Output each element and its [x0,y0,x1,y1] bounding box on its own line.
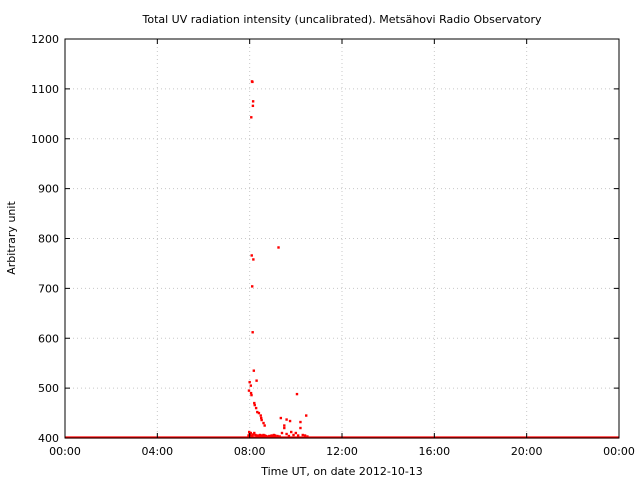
y-axis-ticks: 400 500 600 700 800 900 1000 1100 1200 [31,33,619,445]
data-point [250,116,253,119]
data-point [305,414,308,417]
data-point [251,331,254,334]
data-point [251,100,255,103]
data-point [276,434,279,438]
x-tick-label: 20:00 [511,445,543,458]
data-point [299,420,302,424]
data-point [247,434,250,437]
data-point [294,431,298,435]
data-point [247,389,251,392]
data-point [287,434,291,438]
data-point [292,433,295,437]
data-point [259,414,262,417]
data-point [285,418,288,421]
data-point [279,416,283,420]
x-tick-label: 04:00 [141,445,173,458]
x-axis-label: Time UT, on date 2012-10-13 [260,465,423,478]
data-point [249,431,253,435]
data-point [248,430,251,434]
data-point [299,426,302,430]
y-tick-label: 800 [38,233,59,246]
data-point [278,435,281,438]
data-point [251,104,255,108]
data-point [260,418,263,422]
x-axis-ticks: 00:00 04:00 08:00 12:00 16:00 20:00 00:00 [49,39,635,458]
x-tick-label: 08:00 [234,445,266,458]
y-tick-label: 1000 [31,133,59,146]
data-point [249,384,253,387]
data-point [250,254,253,257]
data-point [283,424,286,427]
grid-layer [65,39,619,438]
data-point [263,424,266,427]
data-point [301,433,304,437]
data-point [262,421,265,425]
data-point [253,401,256,405]
data-point [257,435,261,438]
x-tick-label: 12:00 [326,445,358,458]
data-point [256,410,259,414]
y-tick-label: 1200 [31,33,59,46]
y-tick-label: 900 [38,183,59,196]
data-point [252,258,255,261]
data-point [295,392,299,396]
data-point [283,426,286,430]
data-point [285,432,288,436]
data-point [303,434,307,437]
data-point [253,431,256,435]
y-tick-label: 600 [38,332,59,345]
x-tick-label: 00:00 [603,445,635,458]
y-tick-label: 400 [38,432,59,445]
data-point [251,285,254,288]
data-point [250,393,253,397]
data-point [253,403,256,407]
data-point [254,406,258,410]
data-point [252,369,256,372]
data-point [249,391,253,395]
data-point [277,246,280,249]
data-point [257,411,261,415]
data-point [255,379,258,382]
y-tick-label: 700 [38,282,59,295]
chart-title: Total UV radiation intensity (uncalibrat… [142,13,542,26]
y-axis-label: Arbitrary unit [5,201,18,275]
data-point [251,433,255,436]
data-point [273,434,277,437]
x-tick-label: 16:00 [418,445,450,458]
data-point [248,380,251,384]
x-tick-label: 00:00 [49,445,81,458]
data-point [260,416,263,420]
data-points-layer [247,80,309,439]
data-point [306,435,309,438]
y-tick-label: 1100 [31,83,59,96]
data-point [296,434,300,437]
data-point [251,435,254,438]
data-point [280,431,284,435]
data-point [288,419,292,423]
data-point [290,430,293,434]
data-point [251,80,254,84]
y-tick-label: 500 [38,382,59,395]
